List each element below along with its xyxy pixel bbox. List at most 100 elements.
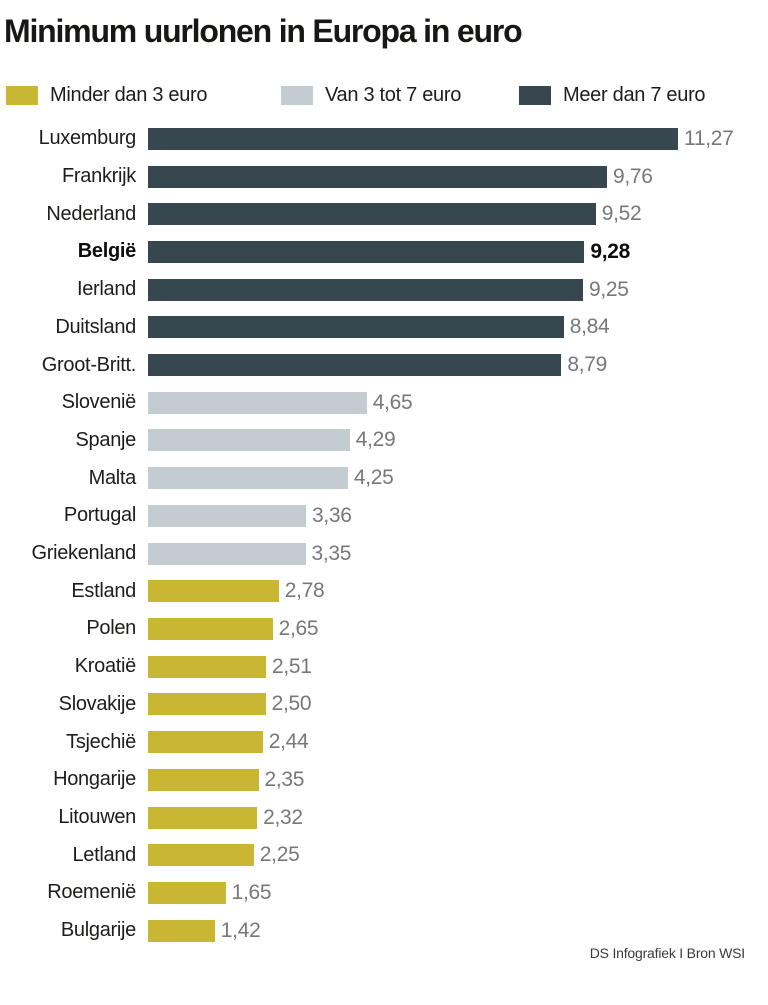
country-label: Estland	[71, 579, 136, 602]
chart-row: Roemenië 1,65	[0, 874, 768, 912]
chart-title: Minimum uurlonen in Europa in euro	[4, 13, 523, 49]
chart-row: Portugal 3,36	[0, 497, 768, 535]
bar	[148, 542, 306, 565]
country-label: Spanje	[75, 428, 137, 451]
value-label: 1,42	[220, 918, 261, 942]
bar-chart: Luxemburg 11,27 Frankrijk 9,76 Nederland…	[0, 120, 768, 949]
bar	[148, 919, 215, 942]
chart-row: Estland 2,78	[0, 572, 768, 610]
bar	[148, 731, 263, 754]
bar	[148, 354, 562, 377]
bar	[148, 806, 258, 829]
chart-row: Griekenland 3,35	[0, 535, 768, 573]
country-label: Bulgarije	[60, 919, 136, 942]
legend-swatch-minder-dan-3	[6, 86, 38, 105]
country-label: Malta	[88, 466, 137, 489]
country-label: Nederland	[46, 202, 136, 225]
bar	[148, 127, 678, 150]
country-label: Roemenië	[47, 881, 136, 904]
value-label: 2,78	[284, 579, 325, 603]
chart-row: Luxemburg 11,27	[0, 120, 768, 158]
chart-row: Kroatië 2,51	[0, 648, 768, 686]
value-label: 1,65	[231, 880, 272, 904]
chart-row: Malta 4,25	[0, 459, 768, 497]
country-label: Groot-Britt.	[41, 353, 137, 376]
value-label: 2,35	[264, 767, 305, 791]
chart-row: Litouwen 2,32	[0, 799, 768, 837]
bar	[148, 504, 306, 527]
bar	[148, 881, 226, 904]
legend-swatch-meer-dan-7	[519, 86, 551, 105]
value-label: 9,28	[590, 239, 631, 263]
bar	[148, 391, 367, 414]
legend: Minder dan 3 euro Van 3 tot 7 euro Meer …	[0, 84, 768, 108]
chart-row: Hongarije 2,35	[0, 761, 768, 799]
country-label: Luxemburg	[38, 127, 137, 150]
bar	[148, 278, 583, 301]
value-label: 11,27	[684, 126, 734, 150]
bar	[148, 768, 259, 791]
legend-item-van-3-tot-7: Van 3 tot 7 euro	[281, 84, 461, 107]
chart-row: Letland 2,25	[0, 836, 768, 874]
chart-row: Ierland 9,25	[0, 271, 768, 309]
chart-row: Nederland 9,52	[0, 195, 768, 233]
value-label: 3,35	[311, 541, 352, 565]
country-label: Frankrijk	[62, 165, 136, 188]
value-label: 3,36	[312, 503, 352, 527]
value-label: 8,79	[567, 353, 608, 377]
chart-row: Slovakije 2,50	[0, 686, 768, 724]
bar	[148, 844, 254, 867]
country-label: Hongarije	[53, 768, 136, 791]
chart-row: Polen 2,65	[0, 610, 768, 648]
value-label: 9,52	[601, 202, 642, 226]
value-label: 2,32	[263, 805, 303, 829]
bar	[148, 467, 348, 490]
chart-row: Bulgarije 1,42	[0, 912, 768, 950]
value-label: 4,29	[355, 428, 396, 452]
bar	[148, 316, 564, 339]
bar	[148, 693, 266, 716]
country-label: België	[77, 240, 137, 263]
value-label: 9,25	[589, 277, 629, 301]
source-credit: DS Infografiek I Bron WSI	[589, 945, 745, 961]
value-label: 2,51	[272, 654, 312, 678]
legend-item-minder-dan-3: Minder dan 3 euro	[6, 84, 208, 107]
bar	[148, 240, 585, 263]
value-label: 9,76	[613, 164, 653, 188]
bar	[148, 203, 596, 226]
value-label: 8,84	[569, 315, 610, 339]
country-label: Griekenland	[31, 542, 136, 565]
legend-swatch-van-3-tot-7	[281, 86, 313, 105]
value-label: 2,50	[271, 692, 312, 716]
legend-label: Van 3 tot 7 euro	[325, 84, 462, 106]
country-label: Slovenië	[61, 391, 137, 414]
chart-row: Slovenië 4,65	[0, 384, 768, 422]
country-label: Tsjechië	[66, 730, 136, 753]
value-label: 4,65	[372, 390, 413, 414]
country-label: Litouwen	[58, 806, 136, 828]
legend-item-meer-dan-7: Meer dan 7 euro	[519, 84, 706, 107]
country-label: Portugal	[63, 504, 136, 527]
value-label: 2,65	[278, 616, 319, 640]
legend-label: Minder dan 3 euro	[50, 84, 208, 106]
chart-row: België 9,28	[0, 233, 768, 271]
chart-row: Tsjechië 2,44	[0, 723, 768, 761]
chart-row: Frankrijk 9,76	[0, 158, 768, 196]
country-label: Slovakije	[58, 692, 137, 715]
country-label: Ierland	[76, 278, 136, 301]
bar	[148, 655, 266, 678]
chart-row: Spanje 4,29	[0, 422, 768, 460]
country-label: Kroatië	[74, 655, 137, 678]
bar	[148, 165, 607, 188]
legend-label: Meer dan 7 euro	[563, 84, 706, 106]
country-label: Letland	[72, 843, 136, 866]
bar	[148, 580, 279, 603]
country-label: Duitsland	[55, 315, 136, 338]
country-label: Polen	[86, 617, 136, 640]
value-label: 2,25	[259, 843, 300, 867]
bar	[148, 617, 273, 640]
value-label: 2,44	[268, 730, 309, 754]
chart-row: Duitsland 8,84	[0, 309, 768, 347]
bar	[148, 429, 350, 452]
